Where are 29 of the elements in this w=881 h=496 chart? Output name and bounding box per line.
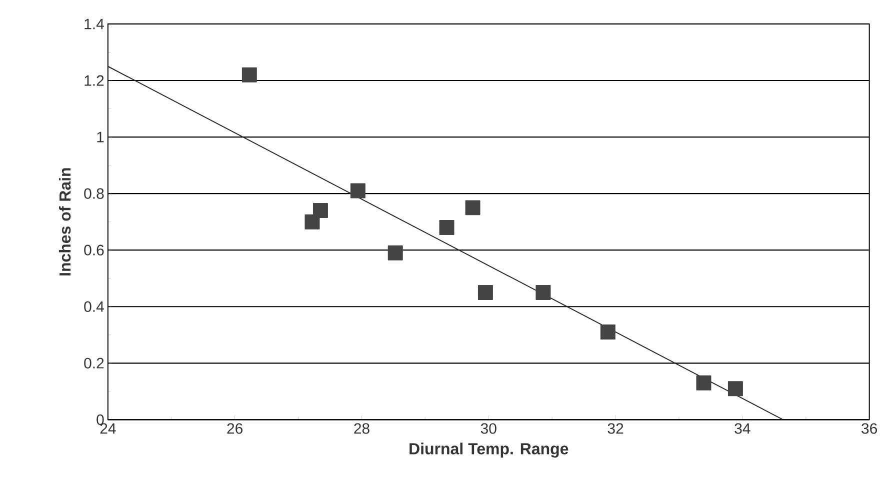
point [536,285,551,300]
x-tick-label: 36 [862,423,878,434]
point [350,183,366,198]
point [728,381,743,396]
point [600,324,616,340]
point [478,285,493,300]
y-tick-label: 1.2 [84,75,104,86]
point [696,376,712,391]
y-tick-label: 0 [96,414,104,426]
x-tick-label: 32 [608,423,624,434]
y-tick-label: 0.6 [84,244,104,256]
y-tick-label: 1.4 [84,19,104,30]
y-tick-label: 1 [97,132,104,142]
y-tick-label: 0.4 [84,301,104,312]
x-axis-title: Diurnal Temp. Range [410,442,568,458]
y-tick-label: 0.2 [84,358,104,369]
x-tick-label: 34 [734,423,750,434]
y-tick-label: 0.8 [84,188,104,200]
y-axis-title: Inches of Rain [58,168,71,276]
point [388,246,403,261]
point [304,214,320,230]
point [439,220,454,236]
x-tick-label: 24 [100,423,116,434]
x-tick-label: 26 [227,423,243,434]
x-tick-label: 30 [480,423,496,434]
point [465,200,480,216]
point [312,203,328,218]
x-tick-label: 28 [354,423,370,434]
point [242,68,257,83]
